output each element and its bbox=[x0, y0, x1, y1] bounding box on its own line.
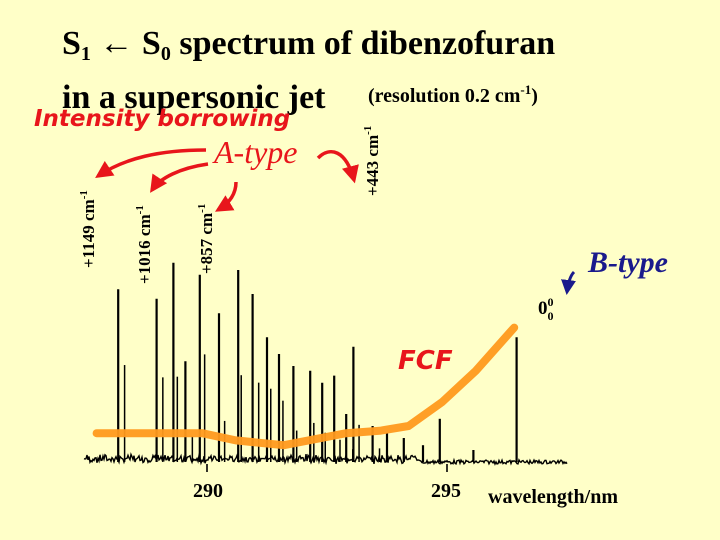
title-sub-0: 0 bbox=[160, 43, 171, 65]
arrow-to-443 bbox=[316, 149, 359, 184]
origin-sup: 0 bbox=[547, 295, 554, 309]
title-line-2: in a supersonic jet bbox=[62, 79, 326, 116]
resolution-note: (resolution 0.2 cm-1) bbox=[368, 82, 538, 108]
title-arrow-s0: ← S bbox=[90, 25, 161, 62]
chart-title: S1 ← S0 spectrum of dibenzofuran in a su… bbox=[62, 22, 555, 120]
resolution-sup: -1 bbox=[520, 82, 532, 97]
title-sub-1: 1 bbox=[80, 43, 91, 65]
arrow-to-1016 bbox=[150, 162, 209, 193]
a-type-label: A-type bbox=[214, 134, 298, 170]
x-tick-295: 295 bbox=[431, 480, 461, 502]
title-rest: spectrum of dibenzofuran bbox=[170, 25, 556, 62]
annotation-arrows bbox=[95, 148, 576, 295]
arrow-to-origin bbox=[561, 270, 576, 295]
origin-band-label: 000 bbox=[538, 295, 560, 323]
x-axis-ticks bbox=[206, 464, 448, 472]
arrow-to-857 bbox=[214, 181, 238, 212]
fcf-curve-line bbox=[92, 323, 519, 450]
origin-sub: 0 bbox=[547, 309, 554, 323]
b-type-label: B-type bbox=[588, 246, 668, 279]
fcf-label: FCF bbox=[398, 346, 453, 376]
intensity-borrowing-label: Intensity borrowing bbox=[34, 106, 291, 132]
title-s1: S bbox=[62, 25, 81, 62]
fcf-curve bbox=[92, 323, 519, 450]
x-tick-290: 290 bbox=[193, 480, 223, 502]
origin-main: 0 bbox=[538, 298, 548, 319]
resolution-text: (resolution 0.2 cm bbox=[368, 85, 521, 107]
x-axis-label: wavelength/nm bbox=[488, 486, 618, 508]
resolution-close: ) bbox=[531, 85, 538, 107]
arrow-to-1149 bbox=[95, 148, 207, 178]
